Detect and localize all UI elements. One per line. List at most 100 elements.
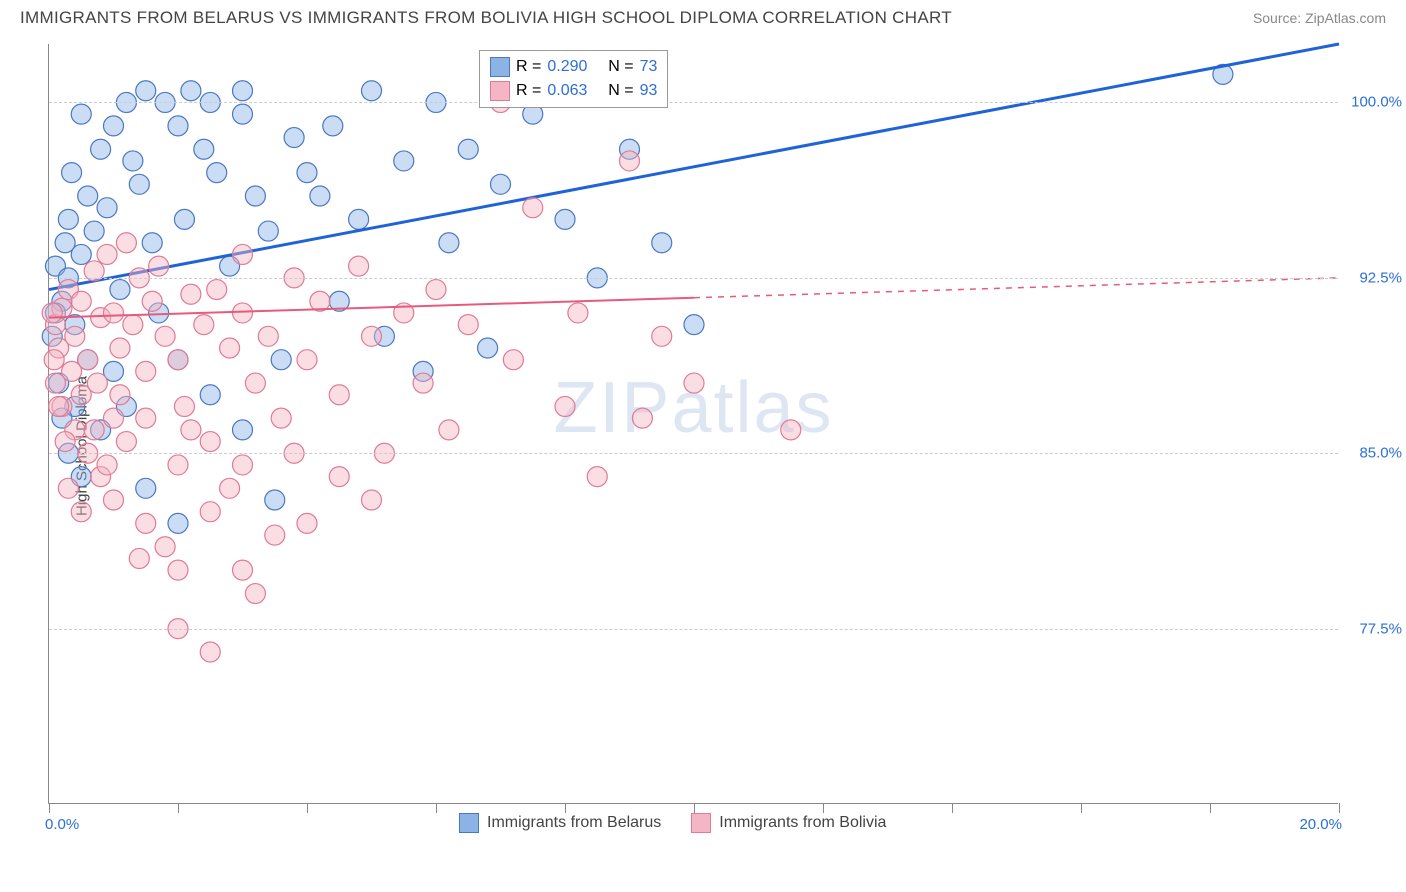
scatter-point bbox=[349, 209, 369, 229]
scatter-point bbox=[65, 326, 85, 346]
scatter-point bbox=[284, 128, 304, 148]
x-tick-min: 0.0% bbox=[45, 816, 79, 833]
scatter-point bbox=[200, 385, 220, 405]
n-value-0: 73 bbox=[640, 55, 658, 79]
scatter-point bbox=[555, 396, 575, 416]
scatter-point bbox=[200, 642, 220, 662]
scatter-point bbox=[84, 420, 104, 440]
scatter-point bbox=[168, 455, 188, 475]
x-tick-mark bbox=[178, 803, 179, 813]
scatter-point bbox=[123, 315, 143, 335]
scatter-point bbox=[652, 326, 672, 346]
scatter-point bbox=[200, 432, 220, 452]
legend-item-bolivia: Immigrants from Bolivia bbox=[691, 813, 886, 833]
scatter-point bbox=[136, 478, 156, 498]
r-label-1: R = bbox=[516, 79, 541, 103]
n-label-1: N = bbox=[608, 79, 633, 103]
x-tick-mark bbox=[694, 803, 695, 813]
legend-series: Immigrants from Belarus Immigrants from … bbox=[459, 813, 886, 833]
scatter-point bbox=[142, 233, 162, 253]
scatter-point bbox=[258, 326, 278, 346]
scatter-point bbox=[362, 326, 382, 346]
scatter-point bbox=[168, 116, 188, 136]
scatter-point bbox=[71, 502, 91, 522]
scatter-point bbox=[84, 221, 104, 241]
scatter-point bbox=[620, 151, 640, 171]
chart-plot-area: ZIPatlas R = 0.290 N = 73 R = 0.063 N = … bbox=[48, 44, 1338, 804]
scatter-point bbox=[136, 408, 156, 428]
legend-row-bolivia: R = 0.063 N = 93 bbox=[490, 79, 657, 103]
scatter-point bbox=[349, 256, 369, 276]
scatter-point bbox=[110, 280, 130, 300]
scatter-point bbox=[271, 408, 291, 428]
scatter-point bbox=[555, 209, 575, 229]
scatter-point bbox=[181, 81, 201, 101]
scatter-point bbox=[233, 560, 253, 580]
scatter-point bbox=[265, 525, 285, 545]
scatter-point bbox=[568, 303, 588, 323]
gridline-h bbox=[49, 278, 1338, 279]
scatter-point bbox=[58, 478, 78, 498]
legend-swatch-belarus-bottom bbox=[459, 813, 479, 833]
scatter-point bbox=[652, 233, 672, 253]
scatter-point bbox=[458, 139, 478, 159]
scatter-point bbox=[71, 104, 91, 124]
legend-label-bolivia: Immigrants from Bolivia bbox=[719, 814, 886, 832]
scatter-point bbox=[233, 104, 253, 124]
scatter-point bbox=[104, 303, 124, 323]
x-tick-mark bbox=[49, 803, 50, 813]
x-tick-mark bbox=[1081, 803, 1082, 813]
scatter-point bbox=[439, 420, 459, 440]
scatter-point bbox=[478, 338, 498, 358]
scatter-point bbox=[297, 163, 317, 183]
legend-row-belarus: R = 0.290 N = 73 bbox=[490, 55, 657, 79]
y-tick-label: 100.0% bbox=[1351, 94, 1402, 111]
scatter-point bbox=[181, 420, 201, 440]
scatter-point bbox=[116, 432, 136, 452]
scatter-point bbox=[42, 303, 62, 323]
scatter-point bbox=[426, 280, 446, 300]
scatter-point bbox=[123, 151, 143, 171]
scatter-point bbox=[587, 467, 607, 487]
scatter-point bbox=[233, 303, 253, 323]
n-label-0: N = bbox=[608, 55, 633, 79]
trend-line-dashed bbox=[694, 278, 1339, 298]
scatter-point bbox=[245, 373, 265, 393]
scatter-point bbox=[323, 116, 343, 136]
scatter-point bbox=[233, 455, 253, 475]
scatter-point bbox=[329, 385, 349, 405]
scatter-point bbox=[58, 209, 78, 229]
legend-label-belarus: Immigrants from Belarus bbox=[487, 814, 661, 832]
n-value-1: 93 bbox=[640, 79, 658, 103]
source-label: Source: ZipAtlas.com bbox=[1253, 10, 1386, 26]
y-tick-label: 77.5% bbox=[1359, 620, 1402, 637]
scatter-point bbox=[523, 198, 543, 218]
scatter-point bbox=[78, 186, 98, 206]
r-label-0: R = bbox=[516, 55, 541, 79]
scatter-point bbox=[684, 315, 704, 335]
x-tick-mark bbox=[565, 803, 566, 813]
scatter-point bbox=[71, 291, 91, 311]
scatter-point bbox=[233, 420, 253, 440]
scatter-point bbox=[207, 163, 227, 183]
r-value-1: 0.063 bbox=[547, 79, 587, 103]
scatter-point bbox=[329, 467, 349, 487]
scatter-point bbox=[258, 221, 278, 241]
y-tick-label: 92.5% bbox=[1359, 269, 1402, 286]
y-tick-label: 85.0% bbox=[1359, 445, 1402, 462]
scatter-point bbox=[362, 81, 382, 101]
x-tick-max: 20.0% bbox=[1299, 816, 1342, 833]
scatter-point bbox=[297, 513, 317, 533]
scatter-point bbox=[168, 513, 188, 533]
r-value-0: 0.290 bbox=[547, 55, 587, 79]
scatter-point bbox=[181, 284, 201, 304]
scatter-point bbox=[87, 373, 107, 393]
scatter-point bbox=[439, 233, 459, 253]
scatter-point bbox=[174, 209, 194, 229]
scatter-point bbox=[207, 280, 227, 300]
scatter-point bbox=[136, 361, 156, 381]
scatter-point bbox=[245, 584, 265, 604]
legend-item-belarus: Immigrants from Belarus bbox=[459, 813, 661, 833]
scatter-point bbox=[265, 490, 285, 510]
legend-swatch-bolivia bbox=[490, 81, 510, 101]
